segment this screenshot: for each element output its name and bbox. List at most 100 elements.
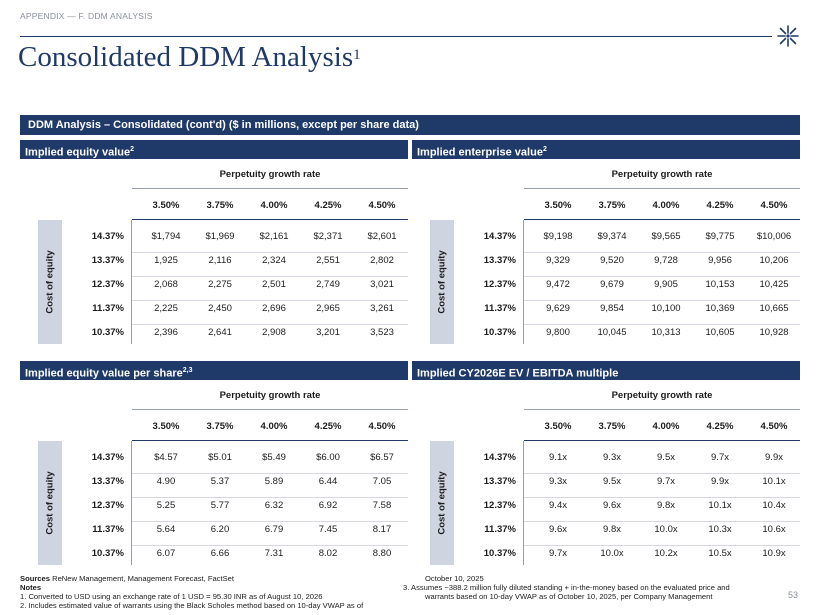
table-cell: 2,908: [262, 327, 286, 338]
cost-of-equity-label: Cost of equity: [436, 471, 448, 535]
table-cell: 5.64: [156, 524, 176, 535]
table-cell: 10.0x: [600, 548, 624, 559]
cost-of-equity-sidebar: [38, 220, 62, 344]
perpetuity-growth-label: Perpetuity growth rate: [219, 390, 321, 401]
growth-rate-header: 3.50%: [152, 421, 180, 432]
table-cell: 2,450: [208, 303, 232, 314]
cost-of-equity-row-label: 14.37%: [91, 231, 124, 242]
cost-of-equity-row-label: 11.37%: [92, 524, 124, 535]
row-divider: [524, 545, 800, 546]
table-cell: 9,329: [546, 255, 570, 266]
table-cell: $1,794: [151, 231, 181, 242]
table-cell: 10.0x: [654, 524, 678, 535]
table-cell: 6.07: [156, 548, 176, 559]
table-cell: 9.7x: [549, 548, 567, 559]
table-cell: 9,679: [600, 279, 624, 290]
growth-rate-header: 4.25%: [706, 421, 734, 432]
table-cell: 6.20: [210, 524, 230, 535]
row-divider: [524, 521, 800, 522]
column-header-divider: [132, 440, 408, 441]
growth-rate-header: 4.00%: [652, 200, 680, 211]
table-title-footnote-ref: 2,3: [182, 367, 193, 374]
table-cell: 2,641: [208, 327, 232, 338]
cost-of-equity-row-label: 11.37%: [92, 303, 124, 314]
sensitivity-table-2: Implied enterprise value2 Perpetuity grow…: [412, 140, 800, 350]
table-cell: 2,965: [316, 303, 340, 314]
table-cell: 10,206: [759, 255, 789, 266]
sources-label: Sources: [20, 574, 50, 583]
row-divider: [132, 545, 408, 546]
table-cell: 9.5x: [603, 476, 621, 487]
table-cell: 10.9x: [762, 548, 786, 559]
growth-rate-header: 3.50%: [544, 421, 572, 432]
table-cell: 9.9x: [711, 476, 729, 487]
table-title-text: Implied equity value: [25, 146, 131, 159]
table-cell: 5.89: [264, 476, 284, 487]
cost-of-equity-row-label: 11.37%: [484, 303, 516, 314]
table-title-footnote-ref: 2: [542, 146, 547, 153]
cost-of-equity-sidebar: [38, 441, 62, 565]
table-cell: 6.79: [264, 524, 284, 535]
cost-of-equity-row-label: 14.37%: [483, 231, 516, 242]
growth-rate-header: 3.50%: [152, 200, 180, 211]
table-cell: $2,371: [313, 231, 343, 242]
cost-of-equity-row-label: 12.37%: [91, 279, 124, 290]
row-divider: [132, 521, 408, 522]
table-cell: 2,116: [208, 255, 232, 266]
cost-of-equity-row-label: 14.37%: [483, 452, 516, 463]
table-cell: 10.1x: [708, 500, 732, 511]
cost-of-equity-row-label: 13.37%: [91, 476, 124, 487]
sensitivity-table-1: Implied equity value2 Perpetuity growth r…: [20, 140, 408, 350]
row-divider: [132, 497, 408, 498]
table-cell: $9,374: [597, 231, 627, 242]
table-cell: 10.3x: [708, 524, 732, 535]
row-divider: [524, 300, 800, 301]
table-cell: $9,565: [651, 231, 681, 242]
growth-rate-header: 3.75%: [598, 200, 626, 211]
perpetuity-growth-label: Perpetuity growth rate: [219, 169, 321, 180]
table-cell: 2,225: [154, 303, 178, 314]
row-divider: [524, 276, 800, 277]
table-cell: 3,201: [316, 327, 340, 338]
table-cell: $9,775: [705, 231, 735, 242]
table-cell: 10,100: [651, 303, 681, 314]
cost-of-equity-row-label: 13.37%: [483, 255, 516, 266]
table-cell: 3,261: [370, 303, 394, 314]
sensitivity-table-4: Implied CY2026E EV / EBITDA multiple Perp…: [412, 361, 800, 571]
table-cell: 9.9x: [765, 452, 783, 463]
table-cell: 2,802: [370, 255, 394, 266]
table-cell: 10.4x: [762, 500, 786, 511]
growth-rate-header: 4.50%: [368, 421, 396, 432]
row-divider: [524, 324, 800, 325]
table-cell: 2,749: [316, 279, 340, 290]
growth-rate-header: 4.25%: [314, 200, 342, 211]
column-header-divider: [132, 219, 408, 220]
table-title-text: Implied CY2026E EV / EBITDA multiple: [417, 367, 619, 380]
table-cell: 3,021: [370, 279, 394, 290]
cost-of-equity-row-label: 12.37%: [483, 279, 516, 290]
cost-of-equity-sidebar: [430, 220, 454, 344]
growth-rate-header: 3.75%: [206, 200, 234, 211]
perpetuity-growth-label: Perpetuity growth rate: [611, 390, 713, 401]
table-cell: 2,551: [316, 255, 340, 266]
table-cell: 2,696: [262, 303, 286, 314]
table-cell: 9,629: [546, 303, 570, 314]
table-title: Implied CY2026E EV / EBITDA multiple: [412, 361, 800, 380]
growth-rate-header: 4.00%: [260, 200, 288, 211]
row-divider: [132, 324, 408, 325]
table-cell: $6.57: [370, 452, 394, 463]
table-cell: $9,198: [543, 231, 573, 242]
table-cell: 8.80: [372, 548, 392, 559]
table-cell: 5.77: [210, 500, 230, 511]
cost-of-equity-row-label: 12.37%: [483, 500, 516, 511]
table-cell: 10,153: [705, 279, 735, 290]
table-title: Implied enterprise value2: [412, 140, 800, 159]
table-cell: 9,956: [708, 255, 732, 266]
table-cell: 6.32: [264, 500, 284, 511]
table-cell: 9.7x: [657, 476, 675, 487]
column-header-divider: [524, 440, 800, 441]
table-cell: $10,006: [756, 231, 792, 242]
table-cell: 6.44: [318, 476, 338, 487]
table-cell: 10,313: [651, 327, 681, 338]
row-label-divider: [523, 441, 524, 565]
